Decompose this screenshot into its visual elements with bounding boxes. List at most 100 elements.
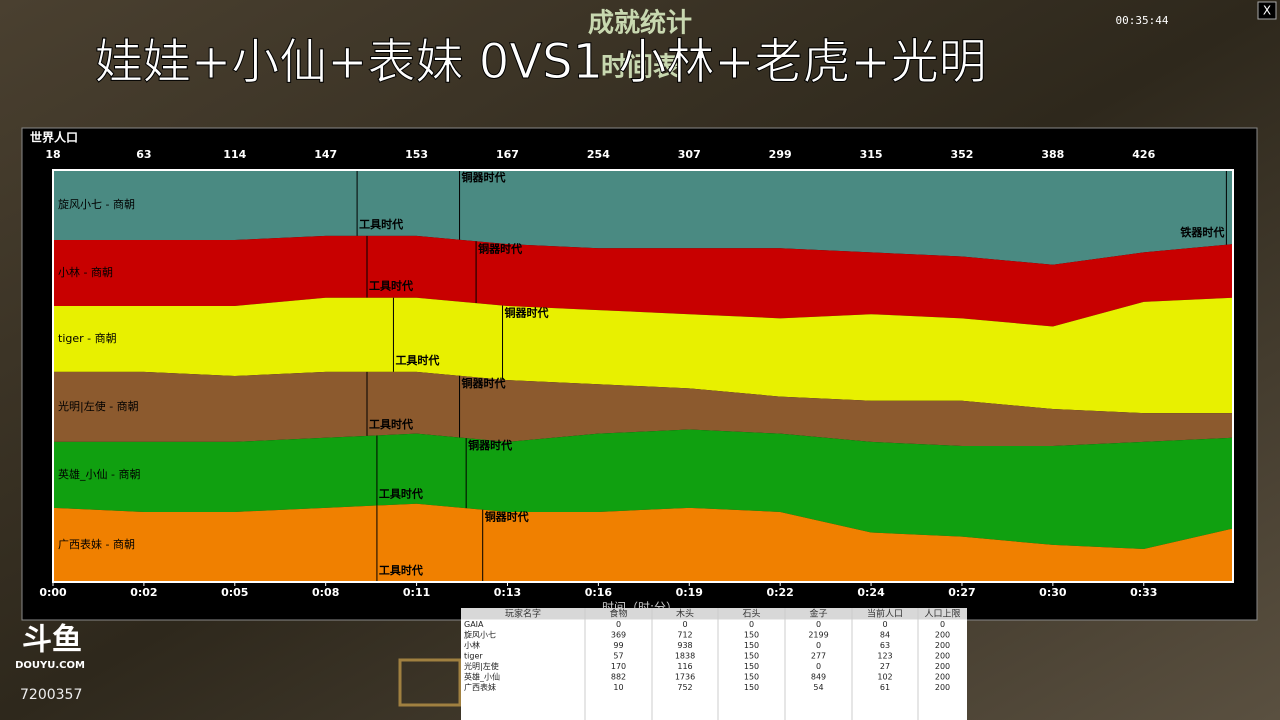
table-cell: 200 <box>935 662 950 671</box>
population-label: 63 <box>136 148 151 161</box>
population-label: 153 <box>405 148 428 161</box>
table-cell: 712 <box>677 631 692 640</box>
table-cell: 150 <box>744 641 759 650</box>
population-label: 147 <box>314 148 337 161</box>
table-cell: 27 <box>880 662 890 671</box>
age-label: 铜器时代 <box>504 306 549 320</box>
x-tick-label: 0:11 <box>403 586 430 599</box>
x-tick-label: 0:19 <box>676 586 703 599</box>
logo: 斗鱼 <box>22 623 82 658</box>
table-cell: 英雄_小仙 <box>464 672 500 682</box>
area <box>53 371 1233 447</box>
table-cell: 200 <box>935 683 950 692</box>
table-cell: 882 <box>611 673 626 682</box>
x-tick-label: 0:16 <box>585 586 613 599</box>
area <box>53 297 1233 414</box>
table-cell: 277 <box>811 652 826 661</box>
header-cell: 当前人口 <box>867 608 903 620</box>
population-label: 254 <box>587 148 610 161</box>
population-label: 167 <box>496 148 519 161</box>
table-cell: 150 <box>744 662 759 671</box>
table-cell: 0 <box>816 662 821 671</box>
age-label: 铜器时代 <box>461 170 506 184</box>
age-label: 工具时代 <box>379 487 423 501</box>
series-label: 小林 - 商朝 <box>58 265 113 279</box>
logo-site: DOUYU.COM <box>15 660 85 671</box>
table-cell: 小林 <box>464 640 480 650</box>
series-label: 光明|左使 - 商朝 <box>58 399 139 413</box>
population-label: 315 <box>860 148 883 161</box>
population-label: 388 <box>1041 148 1064 161</box>
table-cell: 150 <box>744 631 759 640</box>
table-cell: 170 <box>611 662 626 671</box>
population-label: 426 <box>1132 148 1155 161</box>
table-cell: 150 <box>744 652 759 661</box>
table-cell: GAIA <box>464 620 484 629</box>
table-cell: 849 <box>811 673 826 682</box>
table-cell: 369 <box>611 631 626 640</box>
table-cell: 2199 <box>808 631 828 640</box>
population-label: 352 <box>950 148 973 161</box>
table-cell: 200 <box>935 631 950 640</box>
window-subtitle: 时间表 <box>601 53 680 83</box>
age-label: 铜器时代 <box>477 241 522 255</box>
table-cell: 0 <box>940 620 945 629</box>
clock: 00:35:44 <box>1116 14 1169 27</box>
area <box>53 429 1233 550</box>
area <box>53 170 1233 265</box>
plot-border <box>52 169 1234 583</box>
x-tick-label: 0:05 <box>221 586 248 599</box>
table-cell: 54 <box>813 683 823 692</box>
age-label: 工具时代 <box>395 353 439 367</box>
table-cell: 200 <box>935 652 950 661</box>
population-label: 307 <box>678 148 701 161</box>
header-cell: 人口上限 <box>924 609 960 620</box>
population-label: 114 <box>223 148 246 161</box>
close-label[interactable]: X <box>1263 4 1271 18</box>
table-cell: 旋风小七 <box>464 630 496 640</box>
table-cell: 0 <box>682 620 687 629</box>
table-cell: 广西表妹 <box>464 682 496 692</box>
stats-table <box>461 608 967 720</box>
table-cell: 0 <box>816 641 821 650</box>
overlay-title: 娃娃+小仙+表妹 0VS1 小林+老虎+光明 <box>95 34 987 90</box>
table-cell: 150 <box>744 673 759 682</box>
age-label: 铜器时代 <box>484 510 529 524</box>
table-cell: 0 <box>616 620 621 629</box>
x-tick-label: 0:24 <box>857 586 885 599</box>
area <box>53 503 1233 582</box>
x-tick-label: 0:13 <box>494 586 521 599</box>
x-tick-label: 0:00 <box>39 586 67 599</box>
table-cell: tiger <box>464 652 483 661</box>
header-cell: 食物 <box>609 608 627 620</box>
table-cell: 150 <box>744 683 759 692</box>
area <box>53 235 1233 327</box>
series-label: tiger - 商朝 <box>58 331 117 345</box>
x-tick-label: 0:22 <box>766 586 793 599</box>
age-label: 工具时代 <box>359 217 403 231</box>
header-cell: 木头 <box>676 608 694 620</box>
table-cell: 99 <box>613 641 623 650</box>
x-tick-label: 0:02 <box>130 586 157 599</box>
table-cell: 84 <box>880 631 890 640</box>
series-label: 旋风小七 - 商朝 <box>58 197 135 211</box>
table-cell: 0 <box>882 620 887 629</box>
table-cell: 123 <box>877 652 892 661</box>
table-cell: 63 <box>880 641 890 650</box>
age-label: 铁器时代 <box>1180 225 1224 239</box>
header-cell: 金子 <box>809 608 827 620</box>
table-cell: 1838 <box>675 652 695 661</box>
table-cell: 1736 <box>675 673 695 682</box>
population-label: 18 <box>45 148 60 161</box>
table-cell: 光明|左使 <box>464 661 499 671</box>
table-cell: 200 <box>935 641 950 650</box>
close-button[interactable] <box>1257 1 1277 20</box>
age-label: 工具时代 <box>369 417 413 431</box>
x-tick-label: 0:33 <box>1130 586 1157 599</box>
age-label: 工具时代 <box>369 279 413 293</box>
table-header <box>461 608 967 620</box>
table-cell: 200 <box>935 673 950 682</box>
chart-title: 世界人口 <box>30 130 78 145</box>
age-label: 工具时代 <box>379 563 423 577</box>
